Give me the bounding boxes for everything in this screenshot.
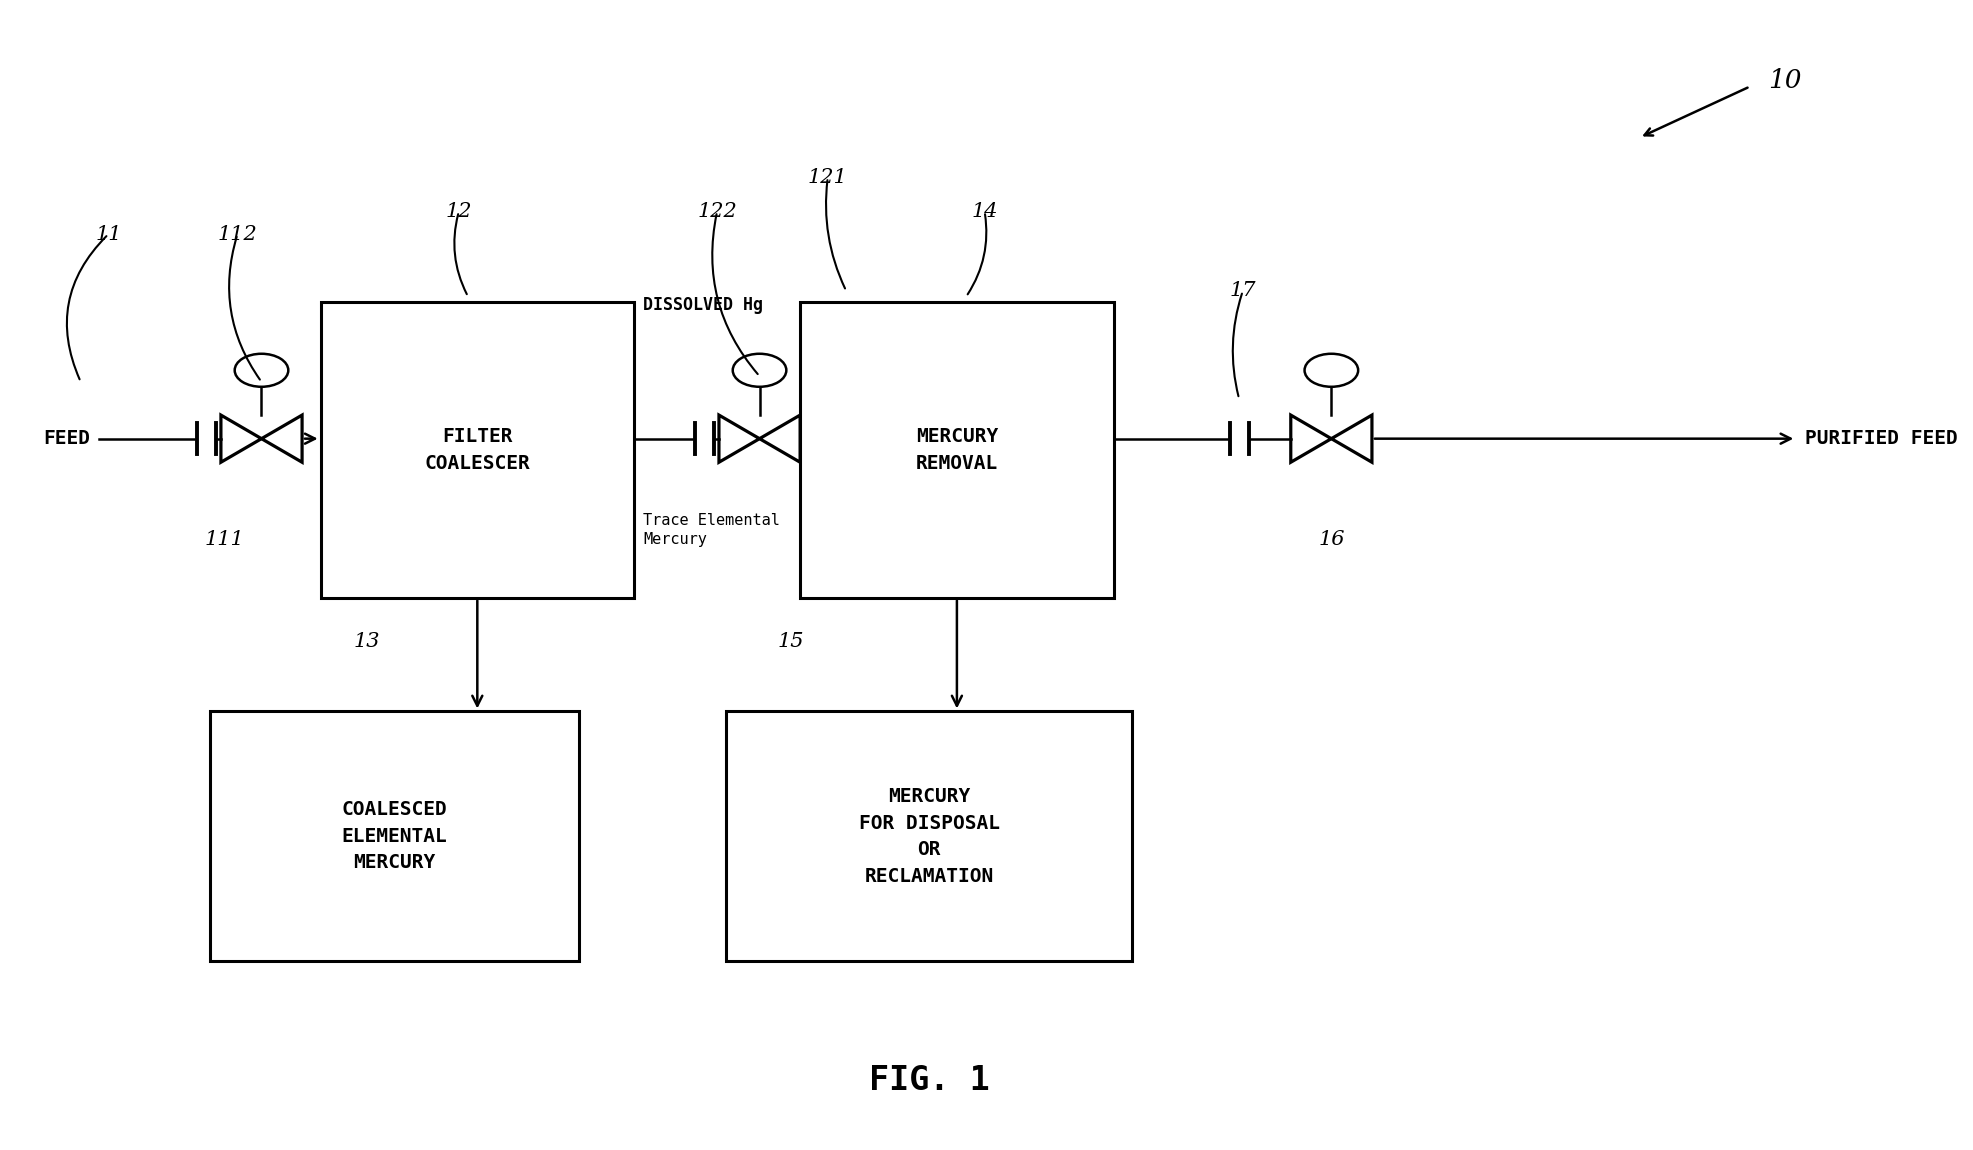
Text: FIG. 1: FIG. 1 [868,1064,990,1097]
FancyBboxPatch shape [801,302,1113,598]
Text: 12: 12 [446,202,472,221]
Text: 16: 16 [1318,529,1346,549]
Text: 13: 13 [353,631,381,651]
Text: PURIFIED FEED: PURIFIED FEED [1805,429,1957,448]
Text: COALESCED
ELEMENTAL
MERCURY: COALESCED ELEMENTAL MERCURY [341,800,448,873]
Text: 11: 11 [95,224,122,244]
Text: FEED: FEED [43,429,91,448]
FancyBboxPatch shape [320,302,633,598]
FancyBboxPatch shape [726,712,1133,961]
Text: 112: 112 [217,224,256,244]
Text: DISSOLVED Hg: DISSOLVED Hg [643,296,764,314]
Text: 122: 122 [696,202,738,221]
Text: 10: 10 [1768,68,1801,93]
Text: FILTER
COALESCER: FILTER COALESCER [424,428,531,473]
Text: 121: 121 [807,168,848,186]
Text: 17: 17 [1229,282,1257,300]
Text: Trace Elemental
Mercury: Trace Elemental Mercury [643,513,779,547]
Text: 111: 111 [205,529,245,549]
FancyBboxPatch shape [209,712,578,961]
Text: 15: 15 [777,631,805,651]
Text: MERCURY
FOR DISPOSAL
OR
RECLAMATION: MERCURY FOR DISPOSAL OR RECLAMATION [858,787,1000,886]
Text: MERCURY
REMOVAL: MERCURY REMOVAL [915,428,998,473]
Text: 14: 14 [971,202,998,221]
